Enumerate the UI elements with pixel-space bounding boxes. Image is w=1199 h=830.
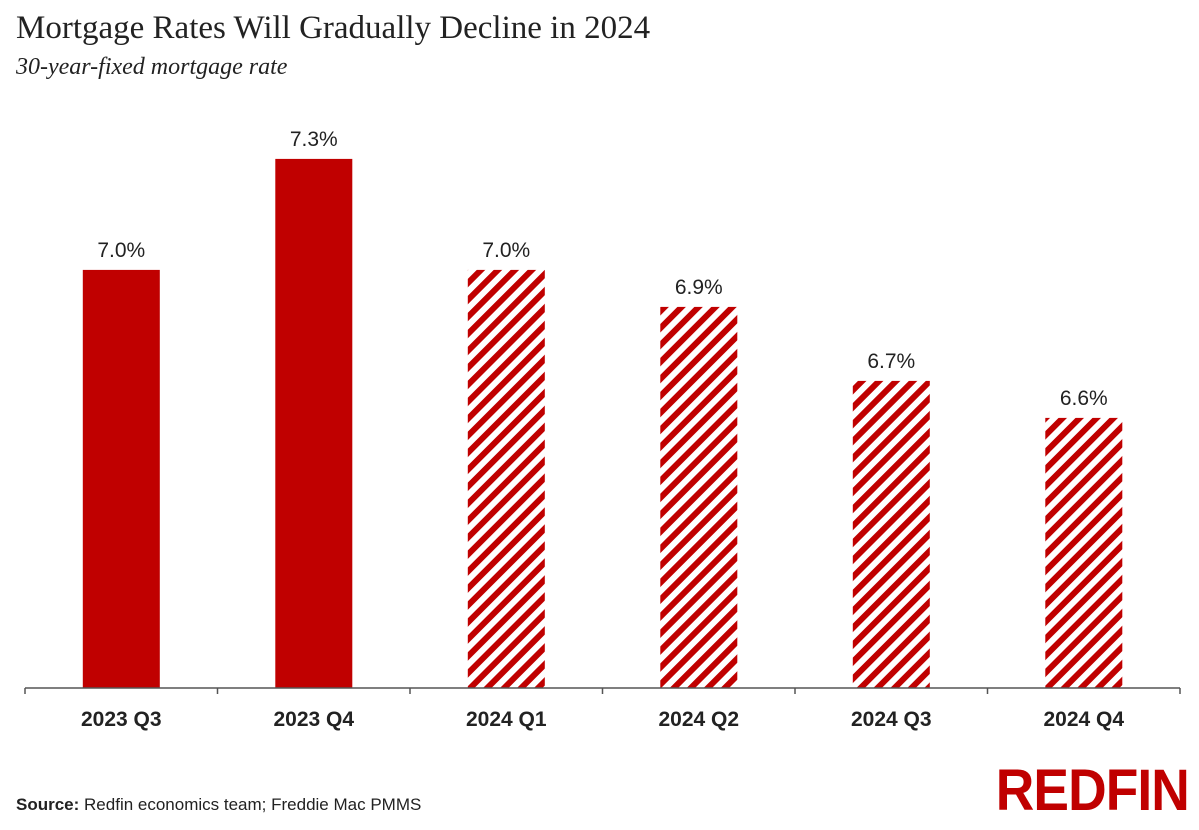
redfin-logo: REDFIN xyxy=(995,758,1190,823)
source-label: Source: xyxy=(16,795,80,814)
chart-title: Mortgage Rates Will Gradually Decline in… xyxy=(16,10,651,46)
value-label: 6.9% xyxy=(675,276,723,299)
bar-2023-q3 xyxy=(82,269,160,688)
x-axis: 2023 Q3 2023 Q4 2024 Q1 2024 Q2 2024 Q3 2024 … xyxy=(24,687,1181,731)
chart-subtitle: 30-year-fixed mortgage rate xyxy=(16,54,288,80)
x-tick-label: 2024 Q4 xyxy=(1044,708,1125,731)
value-label: 7.0% xyxy=(482,239,530,262)
x-tick-label: 2024 Q1 xyxy=(466,708,547,731)
bar-2024-q2 xyxy=(660,306,738,688)
value-label: 7.3% xyxy=(290,128,338,151)
source-note: Source: Redfin economics team; Freddie M… xyxy=(16,795,421,815)
x-tick-label: 2023 Q4 xyxy=(274,708,355,731)
x-tick-label: 2023 Q3 xyxy=(81,708,162,731)
value-label: 6.7% xyxy=(867,350,915,373)
value-label: 7.0% xyxy=(97,239,145,262)
value-label: 6.6% xyxy=(1060,387,1108,410)
x-tick-label: 2024 Q3 xyxy=(851,708,932,731)
bar-2023-q4 xyxy=(275,158,353,688)
bar-2024-q3 xyxy=(852,380,930,688)
bar-2024-q4 xyxy=(1045,417,1123,688)
source-text: Redfin economics team; Freddie Mac PMMS xyxy=(84,795,422,814)
bars-layer xyxy=(82,158,1123,688)
value-labels-layer: 7.0% 7.3% 7.0% 6.9% 6.7% 6.6% xyxy=(97,128,1107,410)
x-tick-label: 2024 Q2 xyxy=(659,708,740,731)
bar-2024-q1 xyxy=(467,269,545,688)
